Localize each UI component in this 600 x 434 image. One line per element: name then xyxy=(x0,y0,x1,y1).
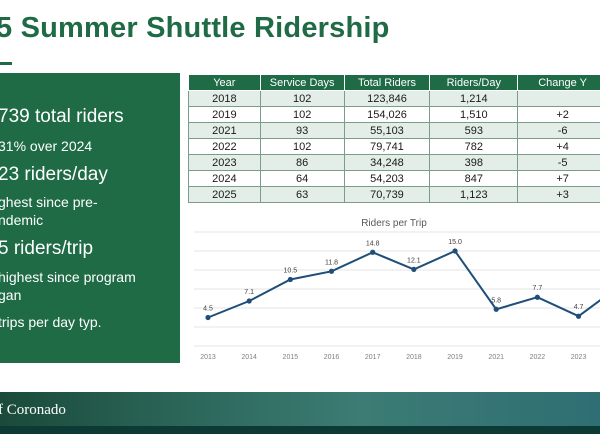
cell-total-riders: 70,739 xyxy=(343,186,431,203)
cell-total-riders: 55,103 xyxy=(343,122,431,139)
chart-data-point xyxy=(575,313,582,319)
cell-change xyxy=(517,90,600,107)
cell-service-days: 86 xyxy=(259,154,345,171)
header-year: Year xyxy=(188,74,261,91)
footer-bottom-strip xyxy=(0,426,600,434)
chart-data-point xyxy=(328,268,335,274)
chart-x-tick-label: 2019 xyxy=(447,354,463,361)
stat-increase: 31% over 2024 xyxy=(0,138,93,154)
riders-per-trip-chart: Riders per Trip 2013 2014 2015 2016 2017 2018… xyxy=(194,218,600,361)
chart-x-tick-label: 2017 xyxy=(365,354,381,361)
table-row: 2022 102 79,741 782 +4 xyxy=(188,138,600,155)
chart-data-label: 5.8 xyxy=(491,297,501,304)
cell-riders-per-day: 782 xyxy=(429,138,519,155)
chart-x-tick-label: 2018 xyxy=(406,354,422,361)
cell-service-days: 93 xyxy=(259,122,345,139)
table-row: 2023 86 34,248 398 -5 xyxy=(188,154,600,171)
chart-x-tick-label: 2022 xyxy=(530,354,546,361)
chart-data-label: 12.1 xyxy=(407,257,421,264)
stat-riders-per-day: 23 riders/day xyxy=(0,164,108,185)
cell-riders-per-day: 1,123 xyxy=(429,186,519,203)
chart-data-point xyxy=(493,306,499,312)
chart-title: Riders per Trip xyxy=(361,218,427,229)
table-row: 2025 63 70,739 1,123 +3 xyxy=(188,186,600,203)
cell-riders-per-day: 847 xyxy=(429,170,519,187)
stat-riders-trip-note-1: highest since program xyxy=(0,269,136,285)
stats-panel: 739 total riders 31% over 2024 23 riders… xyxy=(0,73,180,363)
stat-trips-per-day: trips per day typ. xyxy=(0,314,102,330)
cell-service-days: 63 xyxy=(259,186,345,203)
cell-change: -6 xyxy=(517,122,600,139)
cell-year: 2019 xyxy=(188,106,261,123)
table-header-row: Year Service Days Total Riders Riders/Da… xyxy=(188,74,600,91)
cell-riders-per-day: 398 xyxy=(429,154,519,171)
table-row: 2024 64 54,203 847 +7 xyxy=(188,170,600,187)
cell-total-riders: 154,026 xyxy=(343,106,431,123)
chart-data-label: 4.7 xyxy=(574,304,584,311)
chart-x-tick-label: 2015 xyxy=(283,354,299,361)
header-service-days: Service Days xyxy=(259,74,345,91)
cell-riders-per-day: 1,214 xyxy=(429,90,519,107)
title-underline xyxy=(0,62,12,65)
chart-data-label: 7.1 xyxy=(244,289,254,296)
stat-riders-trip-note-2: gan xyxy=(0,287,22,303)
cell-year: 2018 xyxy=(188,90,261,107)
chart-data-label: 4.5 xyxy=(203,306,213,313)
cell-change: +2 xyxy=(517,106,600,123)
chart-x-tick-label: 2021 xyxy=(488,354,504,361)
chart-data-point xyxy=(287,276,293,283)
chart-data-label: 14.8 xyxy=(366,240,380,247)
cell-total-riders: 34,248 xyxy=(343,154,431,171)
header-total-riders: Total Riders xyxy=(343,74,431,91)
cell-change: -5 xyxy=(517,154,600,171)
cell-total-riders: 79,741 xyxy=(343,138,431,155)
cell-year: 2022 xyxy=(188,138,261,155)
chart-x-tick-label: 2016 xyxy=(324,354,340,361)
cell-change: +4 xyxy=(517,138,600,155)
cell-service-days: 102 xyxy=(259,106,345,123)
chart-data-point xyxy=(205,314,211,321)
footer-banner: f Coronado xyxy=(0,392,600,434)
chart-data-label: 11.8 xyxy=(325,259,338,266)
chart-x-tick-label: 2014 xyxy=(241,354,257,361)
stat-riders-per-trip: 5 riders/trip xyxy=(0,238,94,259)
chart-data-point xyxy=(246,298,252,304)
cell-total-riders: 123,846 xyxy=(343,90,431,107)
footer-org-name: f Coronado xyxy=(0,402,66,418)
chart-data-point xyxy=(370,249,376,255)
cell-year: 2025 xyxy=(188,186,261,203)
chart-data-label: 10.5 xyxy=(284,268,298,275)
header-riders-per-day: Riders/Day xyxy=(429,74,519,91)
chart-data-label: 15.0 xyxy=(448,239,462,246)
table-row: 2018 102 123,846 1,214 xyxy=(188,90,600,107)
cell-change: +3 xyxy=(517,186,600,203)
chart-x-tick-label: 2023 xyxy=(571,354,587,361)
cell-change: +7 xyxy=(517,170,600,187)
cell-service-days: 102 xyxy=(259,90,345,107)
chart-data-point xyxy=(411,266,417,272)
page-title: 5 Summer Shuttle Ridership xyxy=(0,12,390,44)
table-row: 2021 93 55,103 593 -6 xyxy=(188,122,600,139)
cell-service-days: 102 xyxy=(259,138,345,155)
stat-riders-day-note-1: ghest since pre- xyxy=(0,194,98,210)
cell-service-days: 64 xyxy=(259,170,345,187)
chart-x-tick-label: 2013 xyxy=(200,354,216,361)
ridership-table: Year Service Days Total Riders Riders/Da… xyxy=(188,74,600,203)
cell-riders-per-day: 1,510 xyxy=(429,106,519,123)
cell-year: 2021 xyxy=(188,122,261,139)
header-change: Change Y xyxy=(517,74,600,91)
cell-total-riders: 54,203 xyxy=(343,170,431,187)
table-row: 2019 102 154,026 1,510 +2 xyxy=(188,106,600,123)
cell-year: 2024 xyxy=(188,170,261,187)
cell-riders-per-day: 593 xyxy=(429,122,519,139)
stat-riders-day-note-2: ndemic xyxy=(0,212,44,228)
chart-data-point xyxy=(452,248,458,254)
cell-year: 2023 xyxy=(188,154,261,171)
stat-total-riders: 739 total riders xyxy=(0,106,124,127)
chart-data-point xyxy=(534,294,540,300)
chart-data-label: 7.7 xyxy=(533,285,543,292)
